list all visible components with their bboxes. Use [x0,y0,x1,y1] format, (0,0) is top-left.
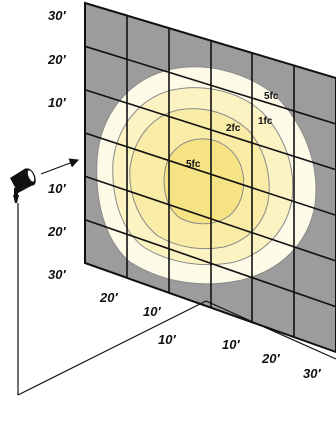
floor-label-right-10: 10′ [222,337,240,352]
wall-grid [84,3,336,338]
vertical-label-upper-20: 20′ [47,52,66,67]
contour-group [96,66,317,285]
floor-label-right-30: 30′ [303,366,321,381]
floor-label-left-20: 20′ [99,290,118,305]
contour-label-outer: 5fc [264,91,279,102]
contour-5fc-center [163,138,245,225]
aim-arrow [40,158,80,175]
vertical-label-lower-30: 30′ [48,267,66,282]
spotlight-icon [10,168,36,203]
vertical-label-upper-10: 10′ [48,95,66,110]
floor-dimension-line [17,300,336,396]
contour-label-2fc: 2fc [226,123,241,134]
vertical-label-lower-20: 20′ [47,224,66,239]
vertical-label-lower-10: 10′ [48,181,66,196]
vertical-label-upper-30: 30′ [48,8,66,23]
contour-label-5fc-center: 5fc [186,159,201,170]
floor-label-left-10: 10′ [143,304,161,319]
floor-label-right-20: 20′ [261,351,280,366]
contour-label-1fc: 1fc [258,116,273,127]
floor-label-center-10: 10′ [158,332,176,347]
